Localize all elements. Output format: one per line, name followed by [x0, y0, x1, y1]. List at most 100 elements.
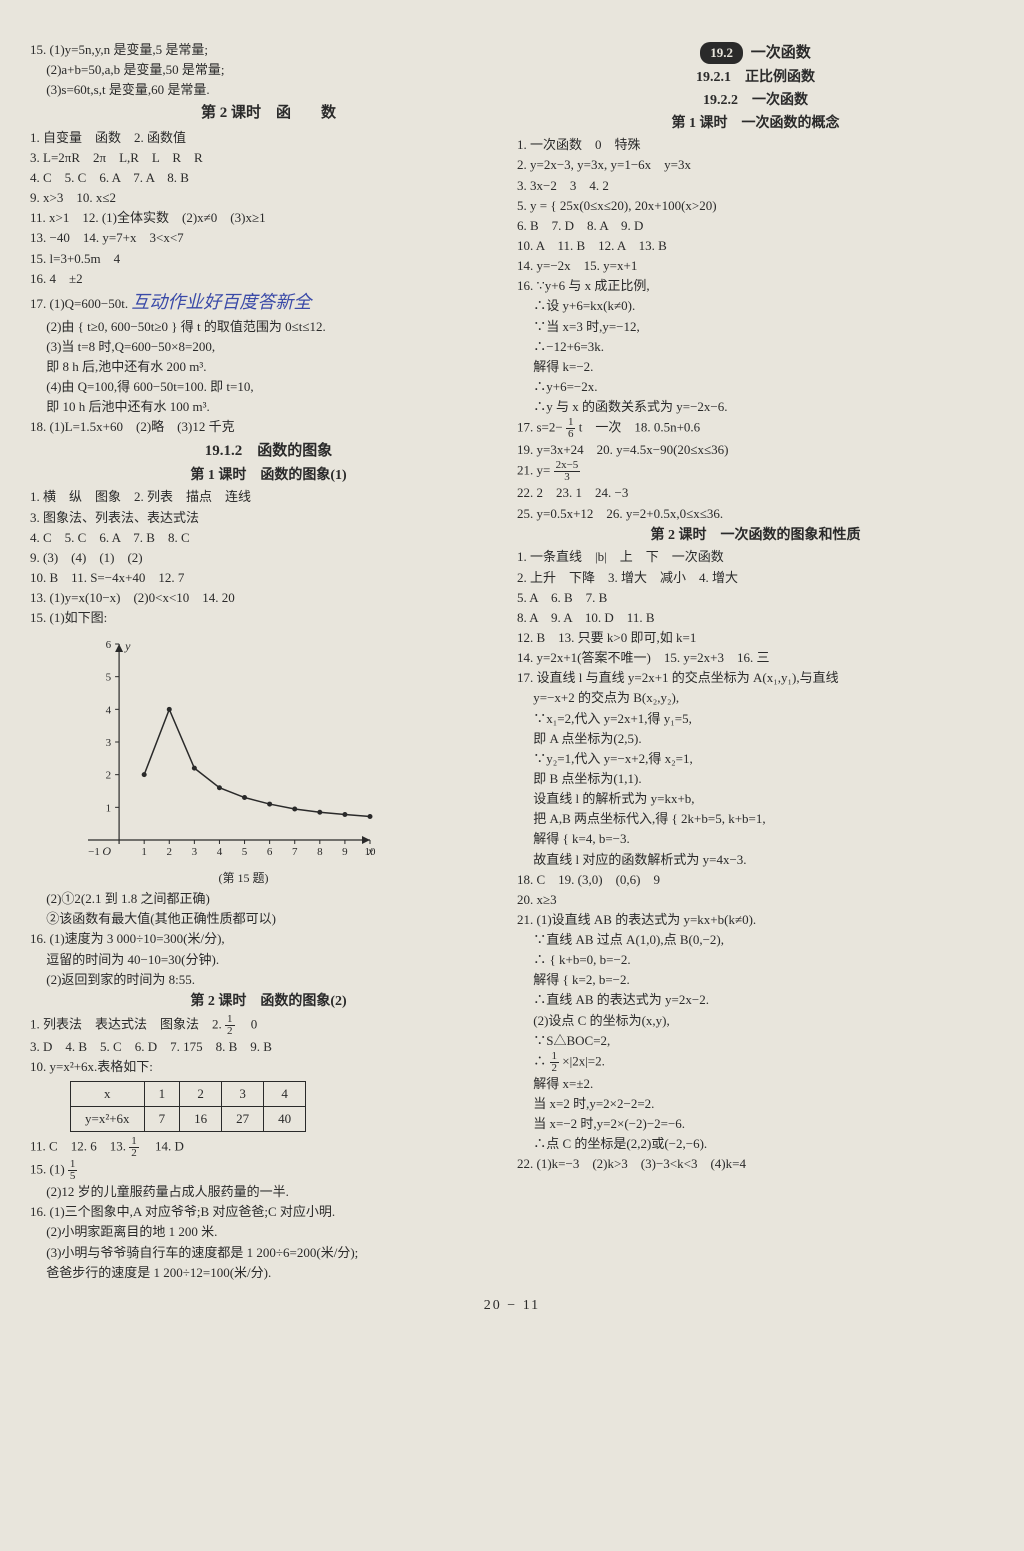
text-line: ∴y 与 x 的函数关系式为 y=−2x−6.: [517, 397, 994, 417]
text-line: ∵y₂=1,代入 y=−x+2,得 x₂=1,: [517, 749, 994, 769]
text-line: 9. (3) (4) (1) (2): [30, 548, 507, 568]
text-line: 解得 { k=2, b=−2.: [517, 970, 994, 990]
data-table: x 1 2 3 4 y=x²+6x 7 16 27 40: [70, 1081, 306, 1132]
svg-text:1: 1: [141, 846, 147, 858]
svg-text:−1: −1: [88, 846, 100, 858]
fraction: 2x−53: [554, 460, 581, 483]
table-cell: 16: [180, 1107, 222, 1132]
sub-heading: 第 2 课时 一次函数的图象和性质: [517, 525, 994, 547]
text-line: ∴ { k+b=0, b=−2.: [517, 950, 994, 970]
text-line: (3)小明与爷爷骑自行车的速度都是 1 200÷6=200(米/分);: [30, 1243, 507, 1263]
text-line: y=−x+2 的交点为 B(x₂,y₂),: [517, 688, 994, 708]
text-line: 17. s=2− 16 t 一次 18. 0.5n+0.6: [517, 417, 994, 440]
text-line: 4. C 5. C 6. A 7. B 8. C: [30, 528, 507, 548]
text-line: 15. l=3+0.5m 4: [30, 249, 507, 269]
text-line: (4)由 Q=100,得 600−50t=100. 即 t=10,: [30, 377, 507, 397]
text-line: (3)当 t=8 时,Q=600−50×8=200,: [30, 337, 507, 357]
text-line: 1. 列表法 表达式法 图象法 2. 12 0: [30, 1014, 507, 1037]
text-line: ∴−12+6=3k.: [517, 337, 994, 357]
text-line: (2)返回到家的时间为 8:55.: [30, 970, 507, 990]
segment: 14. D: [142, 1139, 184, 1154]
graph-q15: 12345678910123456−1Oxy (第 15 题): [60, 634, 507, 887]
text-line: 3. D 4. B 5. C 6. D 7. 175 8. B 9. B: [30, 1037, 507, 1057]
text-line: ∴y+6=−2x.: [517, 377, 994, 397]
fraction: 15: [68, 1159, 78, 1182]
text-line: 10. B 11. S=−4x+40 12. 7: [30, 568, 507, 588]
svg-text:O: O: [102, 844, 111, 858]
text-line: 14. y=2x+1(答案不唯一) 15. y=2x+3 16. 三: [517, 648, 994, 668]
text-line: 即 B 点坐标为(1,1).: [517, 769, 994, 789]
table-cell: 27: [222, 1107, 264, 1132]
line-chart: 12345678910123456−1Oxy: [60, 634, 380, 864]
text-line: ∴点 C 的坐标是(2,2)或(−2,−6).: [517, 1134, 994, 1154]
text-line: 11. x>1 12. (1)全体实数 (2)x≠0 (3)x≥1: [30, 208, 507, 228]
text-line: 2. y=2x−3, y=3x, y=1−6x y=3x: [517, 155, 994, 175]
table-cell: 3: [222, 1081, 264, 1106]
text-line: 当 x=−2 时,y=2×(−2)−2=−6.: [517, 1114, 994, 1134]
svg-text:3: 3: [106, 737, 112, 749]
text-line: 1. 一条直线 |b| 上 下 一次函数: [517, 547, 994, 567]
text-line: 13. −40 14. y=7+x 3<x<7: [30, 228, 507, 248]
text-line: 1. 一次函数 0 特殊: [517, 135, 994, 155]
segment: 17. s=2−: [517, 420, 563, 435]
text-line: (2)12 岁的儿童服药量占成人服药量的一半.: [30, 1182, 507, 1202]
svg-text:1: 1: [106, 803, 112, 815]
text-line: 17. (1)Q=600−50t. 互动作业好百度答新全: [30, 289, 507, 317]
text-line: 15. (1)y=5n,y,n 是变量,5 是常量;: [30, 40, 507, 60]
svg-text:6: 6: [106, 639, 112, 651]
text-line: 解得 x=±2.: [517, 1074, 994, 1094]
text-line: 16. (1)三个图象中,A 对应爷爷;B 对应爸爸;C 对应小明.: [30, 1202, 507, 1222]
text-line: 3. L=2πR 2π L,R L R R: [30, 148, 507, 168]
text-line: 21. y= 2x−53: [517, 460, 994, 483]
text-line: ∵直线 AB 过点 A(1,0),点 B(0,−2),: [517, 930, 994, 950]
text-line: 19. y=3x+24 20. y=4.5x−90(20≤x≤36): [517, 440, 994, 460]
text-line: 1. 自变量 函数 2. 函数值: [30, 128, 507, 148]
text-line: 即 A 点坐标为(2,5).: [517, 729, 994, 749]
svg-text:4: 4: [106, 705, 112, 717]
svg-text:5: 5: [106, 672, 112, 684]
text-line: ∴ 12 ×|2x|=2.: [517, 1051, 994, 1074]
segment: ∴: [517, 1053, 546, 1068]
text-line: 21. (1)设直线 AB 的表达式为 y=kx+b(k≠0).: [517, 910, 994, 930]
text-line: 把 A,B 两点坐标代入,得 { 2k+b=5, k+b=1,: [517, 809, 994, 829]
svg-text:9: 9: [342, 846, 348, 858]
text-line: 即 8 h 后,池中还有水 200 m³.: [30, 357, 507, 377]
segment: t 一次 18. 0.5n+0.6: [579, 420, 700, 435]
text-line: 15. (1) 15: [30, 1159, 507, 1182]
text-line: 逗留的时间为 40−10=30(分钟).: [30, 950, 507, 970]
text-line: 11. C 12. 6 13. 12 14. D: [30, 1136, 507, 1159]
table-row: y=x²+6x 7 16 27 40: [71, 1107, 306, 1132]
chapter-title: 一次函数: [751, 45, 811, 61]
sub-heading: 19.2.2 一次函数: [517, 90, 994, 112]
text-line: 5. y = { 25x(0≤x≤20), 20x+100(x>20): [517, 196, 994, 216]
table-cell: 4: [264, 1081, 306, 1106]
sub-heading: 第 1 课时 一次函数的概念: [517, 113, 994, 135]
text-line: 6. B 7. D 8. A 9. D: [517, 216, 994, 236]
text-line: 25. y=0.5x+12 26. y=2+0.5x,0≤x≤36.: [517, 504, 994, 524]
text-line: 17. 设直线 l 与直线 y=2x+1 的交点坐标为 A(x₁,y₁),与直线: [517, 668, 994, 688]
section-heading: 第 2 课时 函 数: [30, 102, 507, 125]
text-line: 16. (1)速度为 3 000÷10=300(米/分),: [30, 929, 507, 949]
text-line: ∴直线 AB 的表达式为 y=2x−2.: [517, 990, 994, 1010]
segment: 11. C 12. 6 13.: [30, 1139, 129, 1154]
q17-lead: 17. (1)Q=600−50t.: [30, 296, 128, 311]
svg-text:x: x: [367, 844, 374, 858]
text-line: 16. 4 ±2: [30, 269, 507, 289]
table-cell: 2: [180, 1081, 222, 1106]
svg-text:2: 2: [106, 770, 112, 782]
svg-text:y: y: [124, 639, 131, 653]
svg-text:2: 2: [167, 846, 173, 858]
left-column: 15. (1)y=5n,y,n 是变量,5 是常量; (2)a+b=50,a,b…: [30, 40, 507, 1283]
text-line: 16. ∵y+6 与 x 成正比例,: [517, 276, 994, 296]
table-cell: 40: [264, 1107, 306, 1132]
table-cell: y=x²+6x: [71, 1107, 145, 1132]
section-heading: 19.1.2 函数的图象: [30, 440, 507, 463]
segment: 1. 列表法 表达式法 图象法 2.: [30, 1016, 225, 1031]
text-line: (2)小明家距离目的地 1 200 米.: [30, 1222, 507, 1242]
text-line: 3. 3x−2 3 4. 2: [517, 176, 994, 196]
svg-text:5: 5: [242, 846, 248, 858]
sub-heading: 第 2 课时 函数的图象(2): [30, 991, 507, 1013]
text-line: 设直线 l 的解析式为 y=kx+b,: [517, 789, 994, 809]
text-line: 爸爸步行的速度是 1 200÷12=100(米/分).: [30, 1263, 507, 1283]
segment: ×|2x|=2.: [562, 1053, 605, 1068]
